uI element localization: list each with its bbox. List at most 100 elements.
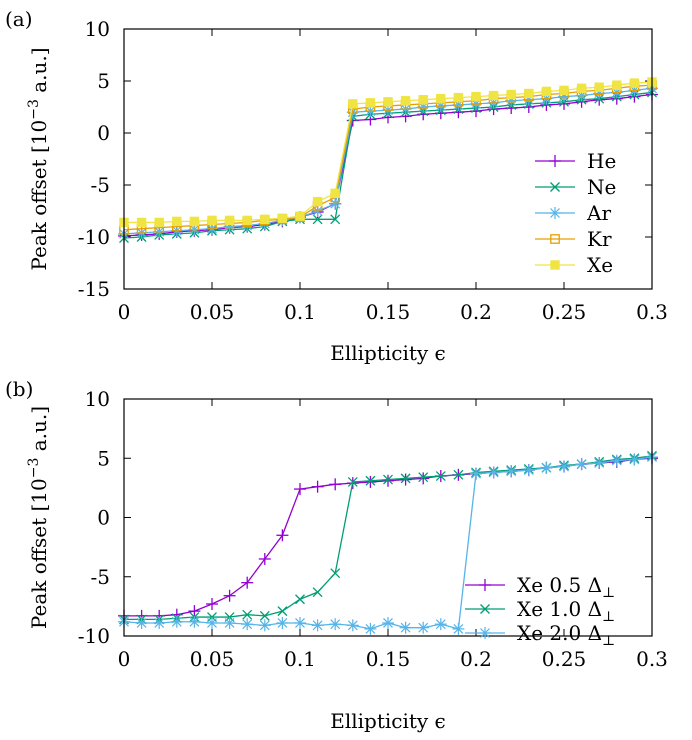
data-point (311, 619, 324, 632)
legend-label: He (587, 149, 616, 173)
data-point (311, 480, 324, 493)
data-point (418, 95, 428, 105)
data-point (312, 587, 323, 598)
data-point (453, 92, 464, 103)
legend-label: Xe 0.5 Δ⊥ (517, 573, 615, 601)
data-point (154, 217, 164, 228)
legend-label: Xe 2.0 Δ⊥ (517, 621, 615, 649)
series-xe-2-0- (118, 451, 658, 635)
y-tick-label: 0 (97, 506, 110, 530)
data-point (330, 568, 341, 579)
legend-marker (479, 579, 491, 591)
legend-marker (480, 604, 490, 614)
data-point (364, 622, 377, 635)
data-point (417, 472, 430, 485)
data-point (329, 618, 342, 631)
data-point (241, 618, 254, 631)
data-point (223, 589, 236, 602)
panel-label: (b) (5, 377, 33, 401)
data-point (628, 453, 641, 466)
data-point (365, 475, 376, 486)
data-point (435, 471, 446, 481)
x-tick-label: 0.3 (636, 300, 668, 324)
data-point (347, 476, 358, 487)
legend-marker (549, 207, 561, 219)
y-tick-label: -10 (78, 225, 110, 249)
data-point (505, 465, 518, 478)
data-point (329, 197, 342, 210)
series-xe (119, 77, 657, 228)
x-tick-label: 0.15 (366, 300, 411, 324)
data-point (242, 215, 252, 226)
legend-marker (549, 155, 561, 167)
data-point (399, 473, 412, 486)
data-point (452, 622, 465, 635)
legend-entry: He (535, 149, 616, 173)
x-tick-label: 0.2 (460, 647, 492, 671)
data-point (524, 88, 534, 99)
data-point (488, 90, 499, 101)
data-point (470, 467, 482, 480)
legend-label: Ar (586, 201, 611, 225)
data-point (576, 83, 587, 93)
x-tick-label: 0.2 (460, 300, 492, 324)
data-point (207, 215, 217, 226)
legend-marker (550, 182, 560, 192)
y-tick-label: -10 (78, 624, 110, 648)
data-point (294, 616, 306, 629)
data-point (258, 552, 271, 565)
legend-entry: Ar (535, 201, 611, 225)
data-point (206, 598, 218, 611)
data-point (348, 99, 358, 109)
y-tick-label: 0 (97, 121, 110, 145)
x-tick-label: 0.25 (542, 647, 587, 671)
x-tick-label: 0 (118, 300, 131, 324)
x-tick-label: 0.3 (636, 647, 668, 671)
y-tick-label: 5 (97, 446, 110, 470)
panel-b: (b) 0 0.05 0.1 0.15 0.2 0.25 0.3 -10 -5 0 5 10 Xe 0.5… (5, 377, 668, 733)
data-point (172, 216, 182, 227)
legend-entry: Xe 0.5 Δ⊥ (465, 573, 615, 601)
legend-label: Xe 1.0 Δ⊥ (517, 597, 615, 625)
y-tick-label: -5 (91, 565, 110, 589)
data-point (170, 615, 183, 628)
x-axis-label: Ellipticity ϵ (330, 709, 446, 733)
data-point (434, 618, 447, 631)
data-point (418, 472, 429, 483)
data-point (400, 473, 411, 484)
x-axis-label: Ellipticity ϵ (330, 341, 446, 365)
data-point (312, 196, 323, 207)
legend-entry: Ne (535, 175, 616, 199)
data-point (136, 217, 147, 228)
data-point (487, 466, 500, 479)
x-tick-label: 0.1 (284, 647, 316, 671)
y-tick-label: 10 (85, 17, 110, 41)
data-point (436, 93, 446, 104)
data-point (135, 616, 148, 629)
legend-label: Xe (587, 253, 613, 277)
data-point (453, 469, 464, 480)
data-point (382, 616, 394, 629)
data-point (259, 610, 270, 621)
y-tick-label: 10 (85, 387, 110, 411)
data-point (541, 86, 552, 97)
x-tick-label: 0.05 (190, 300, 235, 324)
data-point (188, 615, 201, 628)
data-point (383, 474, 393, 485)
data-point (295, 211, 305, 221)
plot-frame (123, 398, 653, 637)
data-point (506, 89, 516, 100)
data-point (224, 215, 235, 226)
data-point (558, 460, 570, 473)
data-point (277, 213, 288, 223)
data-point (400, 96, 411, 106)
data-point (330, 214, 341, 225)
data-point (610, 454, 623, 467)
data-point (399, 621, 412, 634)
legend-label: Ne (587, 175, 616, 199)
data-point (612, 80, 622, 90)
data-point (206, 616, 218, 629)
legend-entry: Kr (535, 227, 612, 251)
x-tick-label: 0.15 (366, 647, 411, 671)
